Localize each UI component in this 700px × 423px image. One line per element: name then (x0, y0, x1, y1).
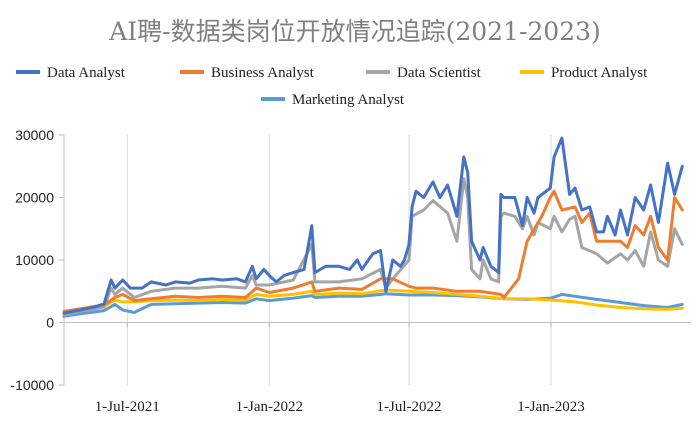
legend-label-product-analyst: Product Analyst (551, 65, 648, 81)
series-line-data-scientist (62, 177, 684, 317)
series-line-data-analyst (62, 136, 684, 315)
series-line-business-analyst (62, 189, 684, 313)
legend: Data Analyst Business Analyst Data Scienti… (16, 65, 648, 108)
x-tick-label: 1-Jul-2022 (377, 399, 442, 415)
legend-label-business-analyst: Business Analyst (211, 65, 315, 81)
y-tick-label: 0 (46, 315, 54, 331)
legend-label-marketing-analyst: Marketing Analyst (292, 92, 405, 108)
y-tick-label: -10000 (10, 377, 54, 393)
series-line-product-analyst (62, 288, 684, 315)
x-tick-label: 1-Jul-2021 (95, 399, 160, 415)
plot-area (62, 136, 684, 318)
y-tick-label: 10000 (15, 252, 54, 268)
y-tick-label: 20000 (15, 190, 54, 206)
legend-label-data-scientist: Data Scientist (397, 65, 482, 81)
x-tick-label: 1-Jan-2023 (517, 399, 585, 415)
y-tick-label: 30000 (15, 127, 54, 143)
x-tick-label: 1-Jan-2022 (236, 399, 304, 415)
y-axis: 30000 20000 10000 0 -10000 (10, 127, 65, 393)
series-line-marketing-analyst (62, 292, 684, 318)
legend-label-data-analyst: Data Analyst (47, 65, 126, 81)
chart-title: AI聘-数据类岗位开放情况追踪(2021-2023) (108, 17, 601, 46)
gridlines (126, 135, 552, 385)
x-axis: 1-Jul-2021 1-Jan-2022 1-Jul-2022 1-Jan-2023 (64, 322, 690, 415)
